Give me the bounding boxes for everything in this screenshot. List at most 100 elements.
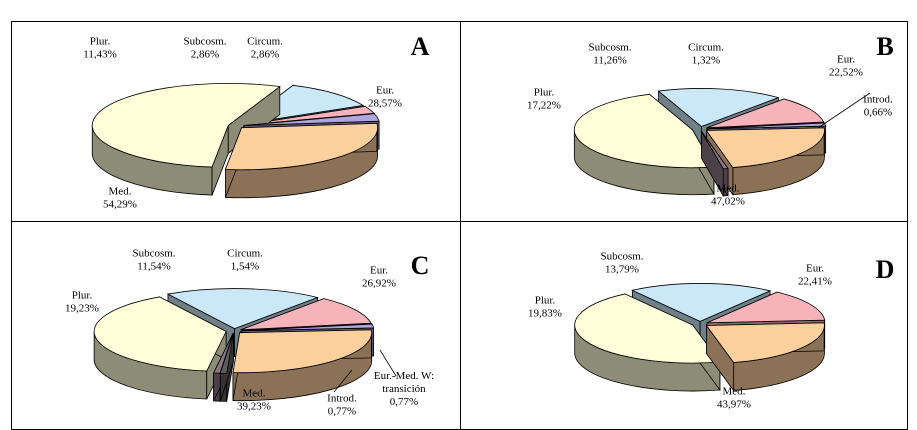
slice-name: Eur. [806,263,824,275]
slice-name: Med. [109,186,132,198]
slice-label-plur: Plur.19,23% [65,290,99,315]
slice-name: Subcosm. [183,36,226,48]
slice-label-med: Med.39,23% [237,388,271,413]
pie-panel-c: Eur.26,92%Eur.-Med. W:transición0,77%Int… [65,248,434,418]
slice-name: Subcosm. [600,251,643,263]
slice-label-eur: Eur.22,52% [829,54,863,79]
leader-line [817,92,871,129]
pie-panel-a: Eur.28,57%Med.54,29%Plur.11,43%Subcosm.2… [83,32,429,211]
slice-label-introd: Introd.0,77% [327,369,357,418]
slice-percent: 47,02% [711,196,745,208]
slice-percent: 26,92% [362,278,396,290]
pie-slice-eur [705,127,825,196]
slice-percent: 1,32% [692,55,720,67]
slice-label-circum: Circum.1,32% [688,42,724,67]
slice-name: Introd. [863,94,893,106]
slice-name: Plur. [534,87,555,99]
slice-label-subcosm: Subcosm.11,54% [132,248,175,273]
slice-percent: 13,79% [605,264,639,276]
slice-percent: 19,23% [65,303,99,315]
slice-name: Circum. [247,36,283,48]
slice-label-subcosm: Subcosm.11,26% [588,42,631,67]
slice-percent: 2,86% [191,49,219,61]
pie-slice-top [93,296,227,372]
slice-name: Circum. [227,248,263,260]
pie-slice-top [219,333,234,374]
slice-percent: 0,77% [328,406,356,418]
pie-panel-d: Eur.22,41%Med.43,97%Plur.19,83%Subcosm.1… [528,251,894,411]
pie-slice-top [706,291,826,324]
slice-label-eur: Eur.22,41% [798,263,832,288]
panel-letter: A [411,32,430,61]
slice-name: Med. [243,388,266,400]
slice-label-subcosm: Subcosm.2,86% [183,36,226,61]
slice-label-introd: Introd.0,66% [817,92,893,129]
slice-name: transición [382,383,426,395]
pie-slice-top [224,122,378,171]
slice-label-eur: Eur.26,92% [362,265,396,290]
slice-percent: 11,26% [593,55,627,67]
pie-slice-eur [232,329,373,402]
slice-label-eur: Eur.28,57% [368,85,402,110]
slice-label-circum: Circum.2,86% [247,36,283,61]
slice-percent: 43,97% [717,399,751,411]
pie-slice-med [573,93,715,196]
slice-percent: 0,77% [390,396,418,408]
slice-label-med: Med.47,02% [711,183,745,208]
pie-slice-top [241,323,375,332]
pie-slice-eur [705,322,825,392]
pie-slice-eur-med-w-transici-n [219,333,234,402]
slice-name: Plur. [90,36,111,48]
slice-name: Introd. [327,393,357,405]
slice-percent: 11,43% [83,49,117,61]
slice-percent: 39,23% [237,401,271,413]
pie-slice-top [706,98,825,129]
slice-percent: 17,22% [527,100,561,112]
pie-slice-introd [701,130,729,198]
slice-name: Plur. [535,295,556,307]
pie-slice-top [240,298,372,331]
slice-percent: 1,54% [231,261,259,273]
pie-slice-top [701,131,729,170]
slice-name: Med. [723,386,746,398]
pie-slice-top [707,122,827,130]
slice-percent: 28,57% [368,98,402,110]
pie-slice-top [243,105,375,126]
charts-layer: Eur.28,57%Med.54,29%Plur.11,43%Subcosm.2… [65,32,894,418]
pie-slice-top [166,288,319,330]
slice-label-subcosm: Subcosm.13,79% [600,251,643,276]
leader-line [333,369,353,393]
slice-label-plur: Plur.11,43% [83,36,117,61]
slice-label-plur: Plur.19,83% [528,295,562,320]
pie-slice-top [657,88,780,127]
pie-slice-top [574,293,721,364]
pie-slice-top [573,93,715,169]
slice-label-med: Med.54,29% [103,186,137,211]
slice-percent: 22,52% [829,67,863,79]
slice-name: Eur.-Med. W: [374,370,434,382]
panel-letter: B [876,32,893,61]
slice-name: Plur. [72,290,93,302]
pie-slice-med [574,293,721,392]
pie-slice-top [243,113,380,126]
slice-percent: 54,29% [103,199,137,211]
slice-name: Eur. [837,54,855,66]
panel-letter: C [411,251,430,280]
slice-percent: 0,66% [864,107,892,119]
slice-percent: 19,83% [528,308,562,320]
slice-label-plur: Plur.17,22% [527,87,561,112]
slice-percent: 11,54% [137,261,171,273]
slice-name: Eur. [370,265,388,277]
pie-slice-top [232,329,373,374]
slice-percent: 2,86% [251,49,279,61]
leader-line [379,349,397,377]
pie-panel-b: Eur.22,52% Introd.0,66% Med.47,02% Plur.17,… [527,32,894,208]
slice-name: Circum. [688,42,724,54]
slice-name: Eur. [376,85,394,97]
pie-slice-eur [224,122,379,199]
pie-slice-top [705,322,825,363]
pie-slice-top [631,283,772,322]
pie-slice-med [93,296,227,400]
